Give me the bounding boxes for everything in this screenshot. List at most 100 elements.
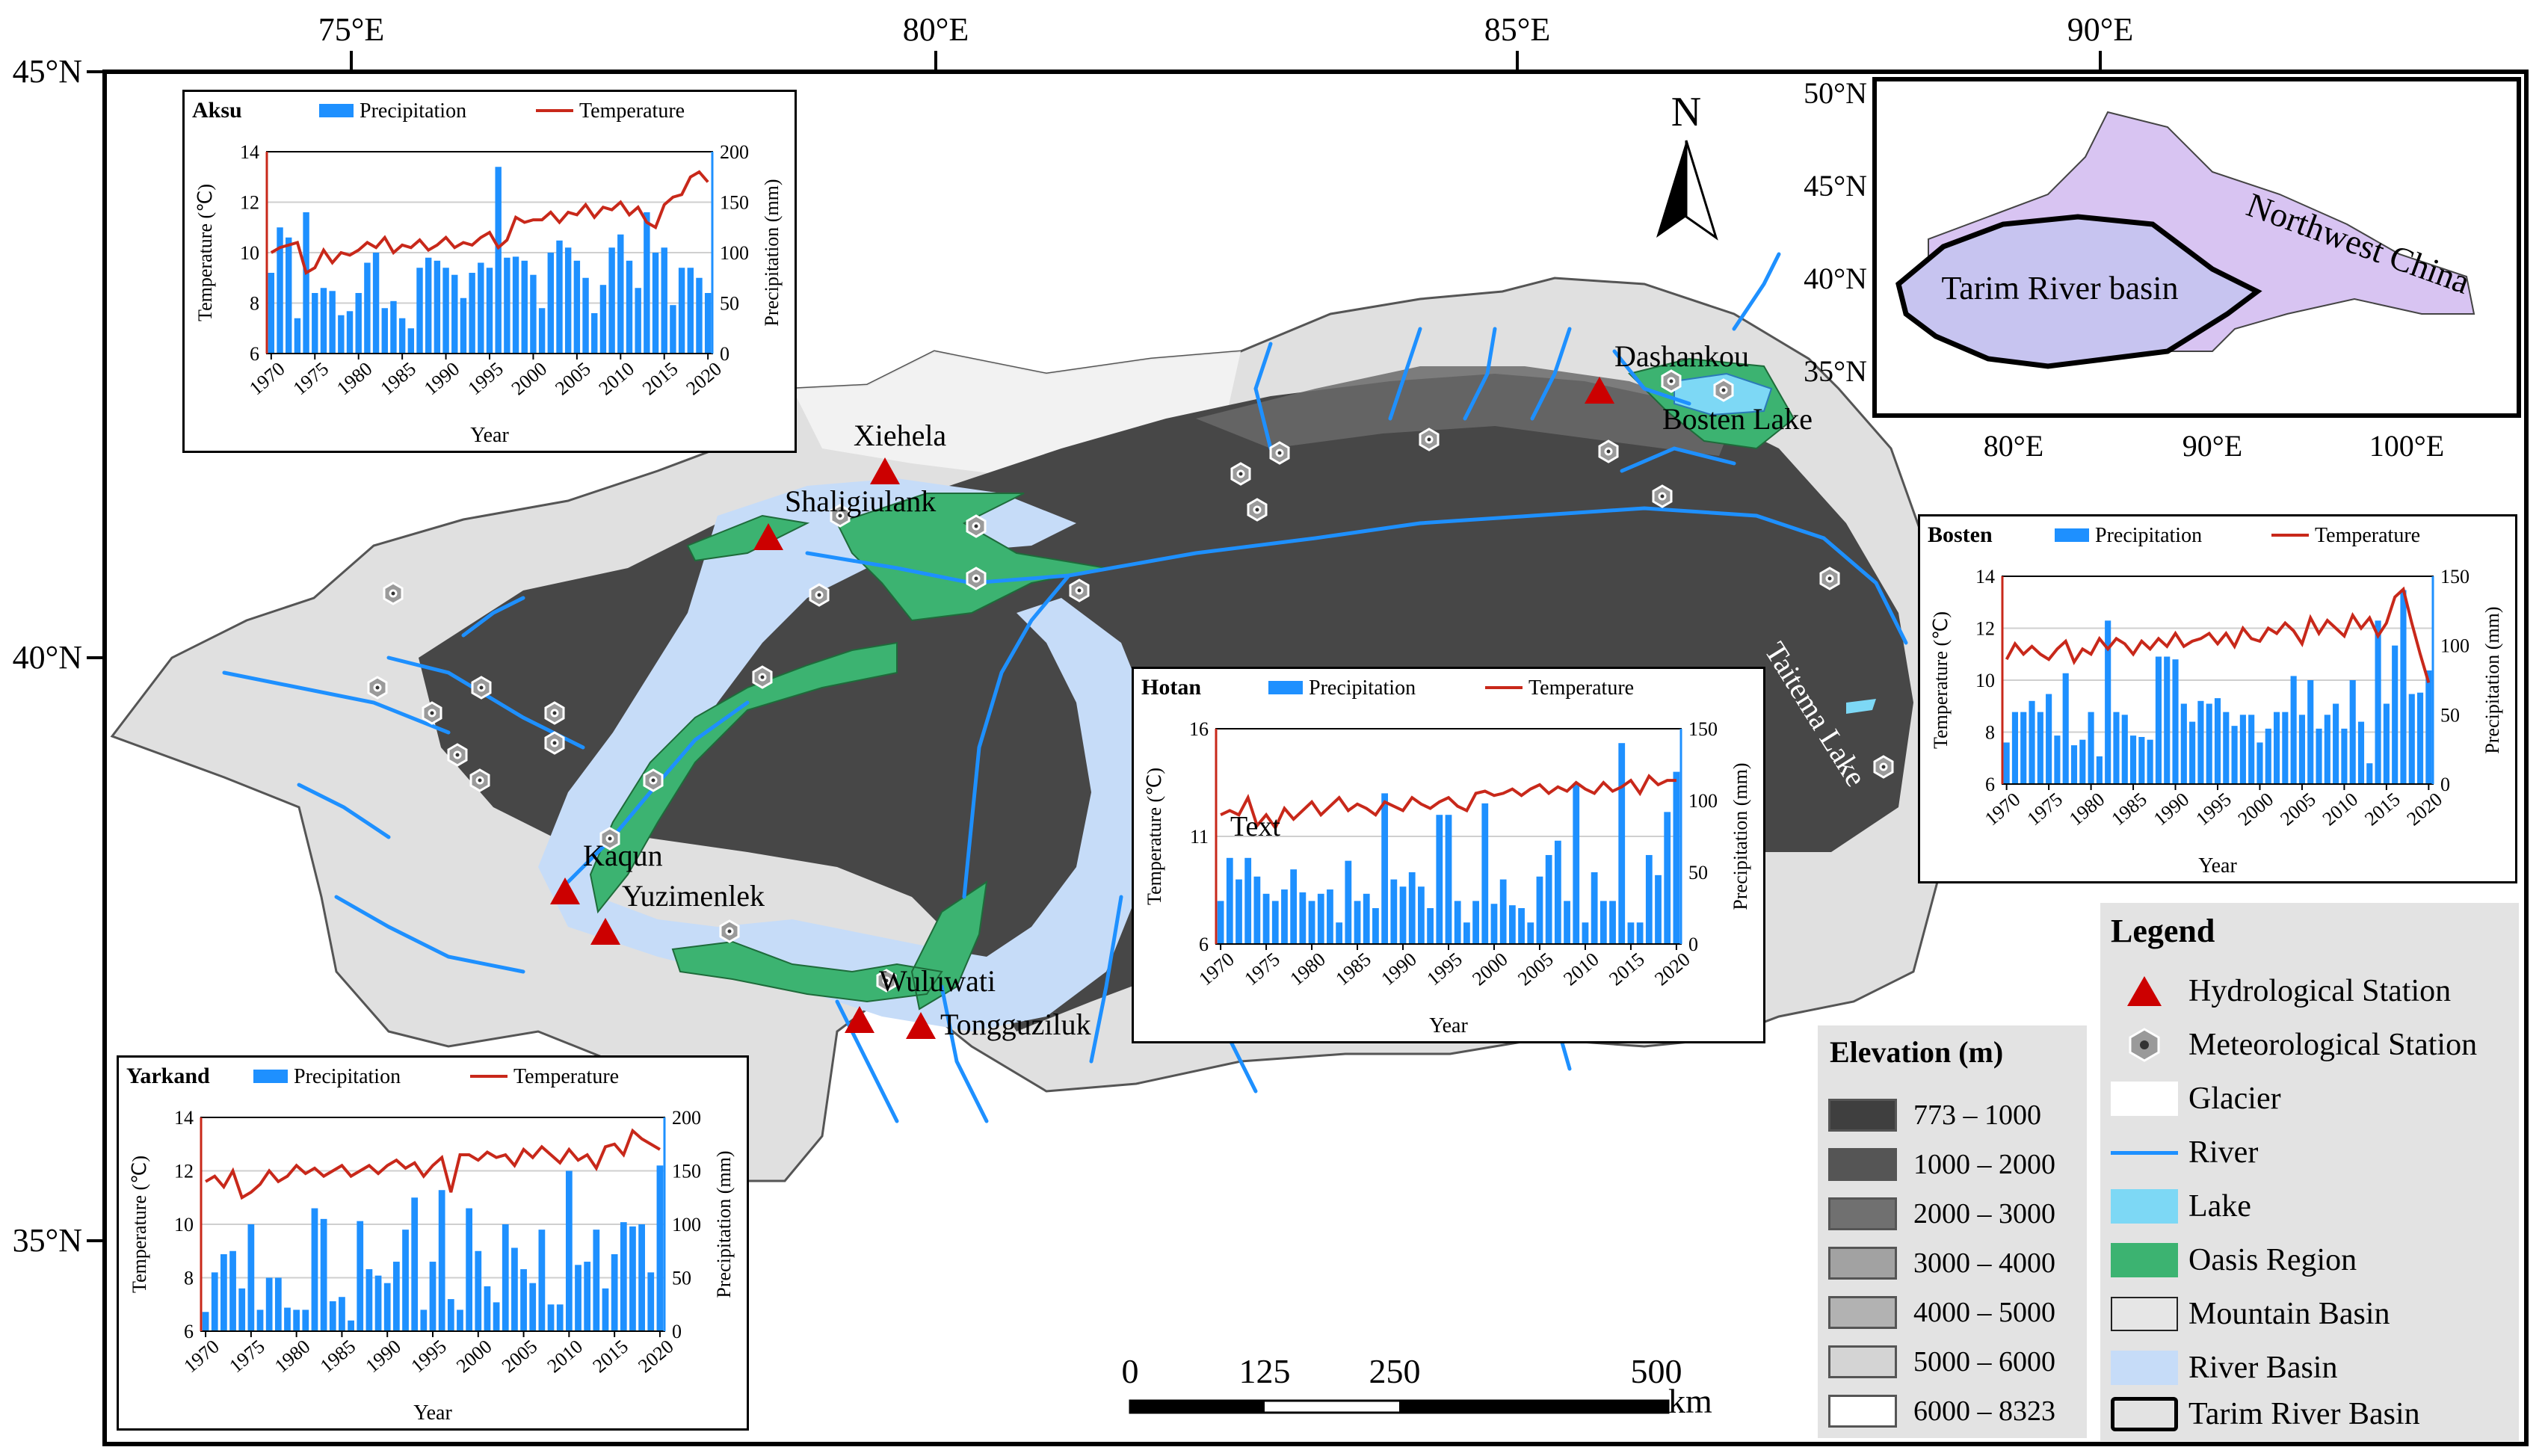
precipitation-bar	[484, 1286, 491, 1331]
year-tick-label: 1985	[376, 358, 419, 400]
precipitation-bar	[529, 1283, 537, 1331]
precipitation-bar	[2054, 735, 2061, 784]
precipitation-bar	[520, 1269, 527, 1331]
x-axis-label: Year	[2198, 854, 2237, 877]
legend-item-label: Lake	[2188, 1189, 2251, 1224]
cyan-box-icon	[2111, 1185, 2178, 1227]
year-tick-label: 1985	[2107, 789, 2150, 830]
elevation-swatch	[1828, 1345, 1897, 1378]
scale-tick-250: 250	[1369, 1352, 1421, 1390]
precipitation-bar	[1308, 901, 1315, 944]
precipitation-bar	[493, 1302, 500, 1331]
temp-tick-label: 12	[240, 192, 259, 214]
precipitation-bar	[2020, 712, 2027, 784]
year-tick-label: 2015	[2360, 789, 2404, 830]
elevation-swatch	[1828, 1395, 1897, 1428]
met-station-marker	[367, 676, 388, 700]
precipitation-bar	[565, 1170, 573, 1331]
met-station-marker	[544, 731, 565, 755]
year-tick-label: 2005	[2276, 789, 2319, 830]
met-station-marker	[719, 919, 740, 943]
elevation-swatch	[1828, 1099, 1897, 1132]
precip-tick-label: 150	[2440, 566, 2470, 587]
temp-tick-label: 16	[1189, 718, 1209, 740]
met-station-marker	[966, 514, 987, 538]
river-basin-area	[538, 478, 1151, 1031]
met-station-marker	[1713, 378, 1734, 402]
year-tick-label: 2010	[2319, 789, 2362, 830]
met-station-marker	[876, 969, 897, 993]
precipitation-bar	[1591, 872, 1598, 944]
precipitation-bar	[584, 1262, 591, 1331]
precipitation-bar	[2357, 721, 2365, 784]
legend-precip-swatch	[319, 104, 354, 117]
precipitation-bar	[1490, 904, 1498, 944]
precipitation-bar	[1363, 893, 1370, 944]
precipitation-bar	[611, 1254, 618, 1331]
left-axis-label: Temperature (℃)	[1930, 611, 1952, 749]
legend-temp-label: Temperature	[1528, 676, 1634, 700]
precipitation-bar	[392, 1262, 400, 1331]
label-xiehela: Xiehela	[854, 419, 947, 452]
legend-temp-label: Temperature	[579, 99, 685, 123]
legend-item-label: Glacier	[2188, 1082, 2281, 1116]
year-tick-label: 1995	[1422, 948, 1466, 990]
precipitation-bar	[2029, 700, 2035, 784]
legend-precip-label: Precipitation	[2095, 524, 2202, 547]
precipitation-bar	[582, 277, 589, 354]
precip-tick-label: 50	[672, 1268, 691, 1289]
precipitation-bar	[608, 247, 615, 354]
light-gray-box-icon	[2111, 1293, 2178, 1335]
bosten-chart-inset: Bosten Precipitation Temperature 6 8 10 12 14 0 5…	[1918, 514, 2517, 883]
met-station-marker	[544, 701, 565, 725]
bold-outline-box-icon	[2111, 1393, 2178, 1435]
precipitation-bar	[644, 212, 650, 354]
precipitation-bar	[1445, 815, 1452, 944]
precipitation-bar	[1408, 872, 1416, 944]
precip-tick-label: 0	[2440, 774, 2450, 795]
precipitation-bar	[602, 1288, 609, 1331]
met-station-marker	[1598, 439, 1619, 463]
precipitation-bar	[2214, 698, 2221, 784]
precipitation-bar	[1354, 901, 1361, 944]
precipitation-bar	[1481, 803, 1489, 944]
temp-tick-label: 6	[250, 343, 259, 365]
legend-item: Glacier	[2111, 1076, 2281, 1121]
yarkand-chart: Yarkand Precipitation Temperature 6 8 10 12 14 0…	[126, 1064, 735, 1425]
precip-tick-label: 50	[720, 293, 739, 315]
label-dashankou: Dashankou	[1614, 339, 1749, 373]
temp-tick-label: 14	[1975, 566, 1995, 587]
precipitation-bar	[1262, 893, 1270, 944]
precipitation-bar	[1554, 840, 1561, 944]
overview-lon-100: 100°E	[2369, 429, 2444, 463]
year-tick-label: 1980	[271, 1336, 314, 1378]
lat-label-40: 40°N	[13, 639, 82, 676]
met-station-marker	[643, 768, 664, 792]
met-station-marker	[1661, 369, 1682, 393]
legend-item-label: River Basin	[2188, 1351, 2338, 1385]
precipitation-bar	[2383, 703, 2390, 784]
precip-tick-label: 100	[672, 1214, 701, 1236]
met-station-marker	[422, 701, 442, 725]
precipitation-bar	[293, 1310, 300, 1331]
left-axis-label: Temperature (℃)	[1144, 768, 1165, 905]
precip-tick-label: 100	[2440, 635, 2470, 657]
meteorological-stations	[367, 369, 1894, 993]
met-station-marker	[471, 676, 492, 700]
met-station-marker	[1247, 498, 1268, 522]
precipitation-bar	[629, 1226, 636, 1331]
precipitation-bar	[521, 260, 528, 354]
elevation-swatch	[1828, 1296, 1897, 1329]
precipitation-bar	[2256, 742, 2263, 784]
year-tick-label: 1980	[2065, 789, 2109, 830]
precipitation-bar	[2129, 735, 2137, 784]
label-wuluwati: Wuluwati	[879, 964, 996, 998]
year-tick-label: 1975	[225, 1336, 268, 1378]
precipitation-bar	[312, 293, 318, 354]
precipitation-bar	[635, 288, 641, 354]
precipitation-bar	[1627, 922, 1635, 944]
met-station-marker	[1230, 462, 1251, 486]
chart-station-title: Bosten	[1928, 522, 1993, 547]
red-triangle-icon	[2111, 970, 2178, 1012]
year-tick-label: 2005	[1514, 948, 1557, 990]
